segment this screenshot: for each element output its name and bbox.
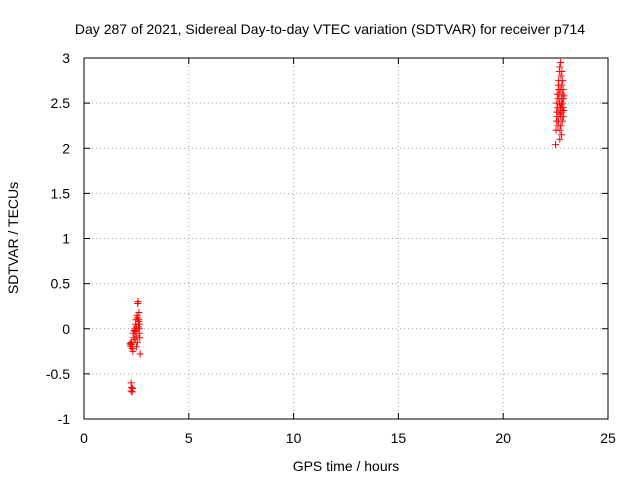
data-point [558, 117, 566, 125]
y-axis-label: SDTVAR / TECUs [5, 182, 21, 294]
y-tick-label: 1.5 [51, 185, 71, 201]
data-point [135, 309, 143, 317]
data-point [135, 316, 143, 324]
data-point [134, 298, 142, 306]
data-point [130, 334, 138, 342]
y-tick-label: -1 [58, 411, 71, 427]
gridlines [84, 58, 608, 419]
x-tick-label: 0 [80, 430, 88, 446]
data-point [560, 106, 568, 114]
x-tick-label: 10 [286, 430, 302, 446]
x-tick-label: 15 [391, 430, 407, 446]
data-point [556, 126, 564, 134]
data-point [556, 63, 564, 71]
data-point [133, 338, 141, 346]
data-point [559, 77, 567, 85]
data-point [132, 343, 140, 351]
data-point [134, 323, 142, 331]
data-point [557, 72, 565, 80]
data-point [556, 135, 564, 143]
data-point [136, 350, 144, 358]
data-point [131, 327, 139, 335]
y-tick-label: 2.5 [51, 95, 71, 111]
data-point [557, 101, 565, 109]
y-tick-label: 2 [62, 140, 70, 156]
data-point [555, 86, 563, 94]
data-point [136, 334, 144, 342]
data-point [129, 347, 137, 355]
data-points [126, 59, 568, 396]
data-point [558, 81, 566, 89]
y-tick-label: 1 [62, 231, 70, 247]
data-point [557, 59, 565, 67]
data-point [557, 122, 565, 130]
chart-title: Day 287 of 2021, Sidereal Day-to-day VTE… [75, 21, 585, 37]
y-tick-label: 0.5 [51, 276, 71, 292]
data-point [558, 68, 566, 76]
y-tick-label: 0 [62, 321, 70, 337]
x-tick-label: 20 [495, 430, 511, 446]
data-point [560, 92, 568, 100]
data-point [133, 314, 141, 322]
x-tick-label: 5 [185, 430, 193, 446]
data-point [129, 384, 137, 392]
x-tick-label: 25 [600, 430, 616, 446]
plot-area-frame [83, 57, 609, 420]
x-axis-label: GPS time / hours [293, 458, 400, 474]
y-tick-label: 3 [62, 50, 70, 66]
data-point [556, 110, 564, 118]
y-tick-label: -0.5 [46, 366, 70, 382]
data-point [552, 141, 560, 149]
data-point [557, 131, 565, 139]
